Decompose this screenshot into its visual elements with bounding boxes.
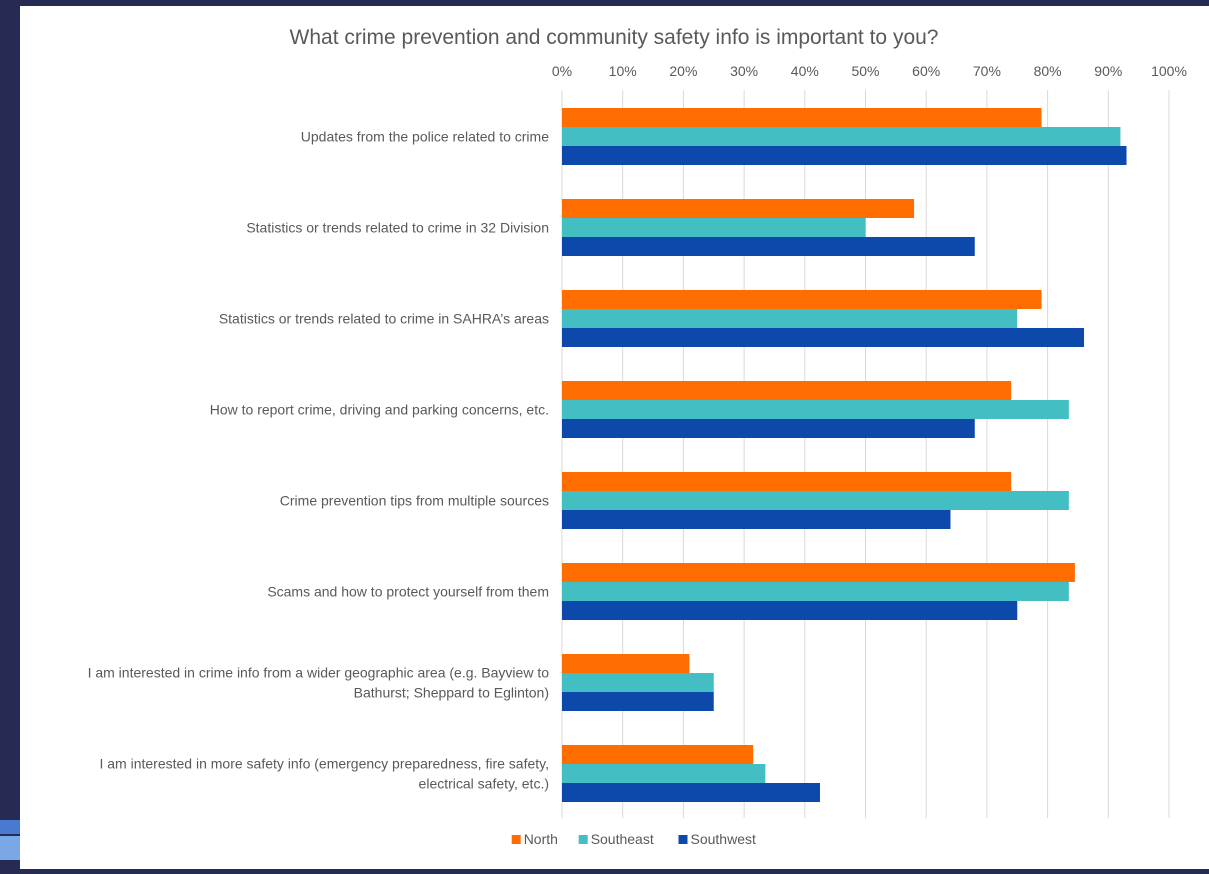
category-label: Statistics or trends related to crime in… <box>219 311 549 327</box>
bar-north <box>562 654 690 673</box>
frame-accent-block-light <box>0 836 20 860</box>
bar-southwest <box>562 783 820 802</box>
category-label: Statistics or trends related to crime in… <box>246 220 549 236</box>
legend: North Southeast Southwest <box>511 831 756 847</box>
bar-southeast <box>562 491 1069 510</box>
category-label: Scams and how to protect yourself from t… <box>267 584 549 600</box>
bar-southwest <box>562 237 975 256</box>
chart-panel: What crime prevention and community safe… <box>20 6 1209 869</box>
frame-left-bar <box>0 0 20 869</box>
bar-southwest <box>562 692 714 711</box>
bar-north <box>562 290 1042 309</box>
x-tick-label: 80% <box>1034 63 1062 79</box>
category-label: Crime prevention tips from multiple sour… <box>280 493 549 509</box>
x-tick-label: 60% <box>912 63 940 79</box>
bar-southwest <box>562 328 1085 347</box>
bar-north <box>562 563 1075 582</box>
bar-southeast <box>562 127 1121 146</box>
category-label: electrical safety, etc.) <box>419 776 549 792</box>
bar-southeast <box>562 673 714 692</box>
bar-north <box>562 381 1012 400</box>
x-tick-label: 10% <box>609 63 637 79</box>
bar-southeast <box>562 400 1069 419</box>
bar-southwest <box>562 419 975 438</box>
bar-north <box>562 199 915 218</box>
bar-southeast <box>562 218 866 237</box>
legend-label: North <box>524 831 558 847</box>
bar-southwest <box>562 510 951 529</box>
x-tick-label: 70% <box>973 63 1001 79</box>
legend-label: Southeast <box>591 831 654 847</box>
category-label: I am interested in more safety info (eme… <box>99 756 549 772</box>
bar-southwest <box>562 146 1127 165</box>
bar-chart: What crime prevention and community safe… <box>88 26 1187 847</box>
bar-north <box>562 472 1012 491</box>
bars <box>562 108 1127 802</box>
bar-southeast <box>562 764 766 783</box>
category-label: How to report crime, driving and parking… <box>210 402 549 418</box>
x-tick-label: 20% <box>669 63 697 79</box>
bar-southeast <box>562 582 1069 601</box>
x-tick-label: 0% <box>552 63 572 79</box>
legend-swatch <box>578 835 588 844</box>
bar-southwest <box>562 601 1018 620</box>
frame-accent-block <box>0 820 20 834</box>
category-label: I am interested in crime info from a wid… <box>88 665 550 681</box>
x-tick-label: 40% <box>791 63 819 79</box>
legend-swatch <box>511 835 521 844</box>
x-tick-label: 30% <box>730 63 758 79</box>
legend-swatch <box>678 835 688 844</box>
chart-title: What crime prevention and community safe… <box>290 26 939 49</box>
bar-southeast <box>562 309 1018 328</box>
category-label: Bathurst; Sheppard to Eglinton) <box>354 685 549 701</box>
legend-label: Southwest <box>691 831 756 847</box>
x-tick-label: 100% <box>1151 63 1187 79</box>
bar-north <box>562 108 1042 127</box>
category-labels: Updates from the police related to crime… <box>88 129 550 792</box>
x-axis-tick-labels: 0% 10% 20% 30% 40% 50% 60% 70% 80% 90% 100% <box>552 63 1187 79</box>
bar-north <box>562 745 754 764</box>
x-tick-label: 90% <box>1094 63 1122 79</box>
x-tick-label: 50% <box>851 63 879 79</box>
category-label: Updates from the police related to crime <box>301 129 549 145</box>
